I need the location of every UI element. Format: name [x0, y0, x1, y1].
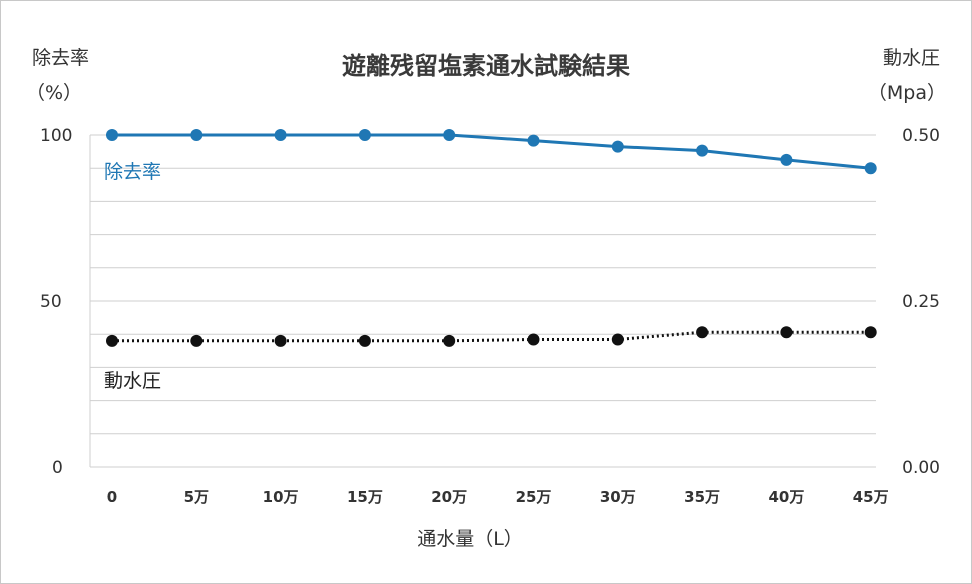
- series-label-removal-rate: 除去率: [104, 161, 161, 183]
- series-line-pressure: [112, 330, 871, 343]
- data-point-removal-rate: [780, 153, 793, 166]
- x-tick-label: 25万: [516, 488, 552, 506]
- x-axis-label: 通水量（L）: [417, 528, 523, 550]
- x-tick-label: 10万: [263, 488, 299, 506]
- data-point-pressure: [190, 334, 203, 347]
- right-axis-head-line1: 動水圧: [883, 47, 940, 69]
- left-tick-50: 50: [40, 292, 62, 312]
- x-tick-label: 45万: [853, 488, 889, 506]
- right-tick-050: 0.50: [902, 126, 940, 146]
- data-point-removal-rate: [274, 129, 287, 141]
- data-point-pressure: [443, 334, 456, 347]
- data-point-removal-rate: [696, 144, 709, 157]
- chart-title: 遊離残留塩素通水試験結果: [342, 52, 630, 80]
- series-lines: [106, 129, 877, 347]
- x-tick-label: 35万: [684, 488, 720, 506]
- left-tick-100: 100: [40, 126, 72, 146]
- data-point-pressure: [527, 333, 540, 346]
- data-point-removal-rate: [358, 129, 371, 141]
- data-point-removal-rate: [611, 140, 624, 153]
- x-tick-label: 0: [107, 488, 117, 506]
- data-point-pressure: [358, 334, 371, 347]
- data-point-removal-rate: [527, 134, 540, 147]
- data-point-removal-rate: [443, 129, 456, 141]
- grid: [89, 134, 876, 468]
- x-tick-label: 30万: [600, 488, 636, 506]
- data-point-pressure: [864, 326, 877, 339]
- x-tick-labels: 0 5万 10万 15万 20万 25万 30万 35万 40万 45万: [107, 488, 889, 506]
- x-tick-label: 15万: [347, 488, 383, 506]
- series-line-removal-rate: [112, 133, 871, 170]
- right-tick-000: 0.00: [902, 458, 940, 478]
- data-point-removal-rate: [190, 129, 203, 141]
- right-tick-025: 0.25: [902, 292, 940, 312]
- x-tick-label: 40万: [768, 488, 804, 506]
- data-point-pressure: [274, 334, 287, 347]
- data-point-removal-rate: [864, 162, 877, 175]
- data-point-pressure: [106, 334, 118, 347]
- data-point-pressure: [780, 326, 793, 339]
- x-tick-label: 20万: [431, 488, 467, 506]
- right-axis-head-line2: （Mpa）: [868, 82, 946, 104]
- x-tick-label: 5万: [184, 488, 209, 506]
- data-point-pressure: [611, 333, 624, 346]
- left-axis-head-line1: 除去率: [32, 47, 89, 69]
- data-point-pressure: [696, 326, 709, 339]
- data-point-removal-rate: [106, 129, 118, 141]
- series-label-pressure: 動水圧: [104, 370, 161, 392]
- left-tick-0: 0: [52, 458, 63, 478]
- left-axis-head-line2: （%）: [26, 82, 82, 104]
